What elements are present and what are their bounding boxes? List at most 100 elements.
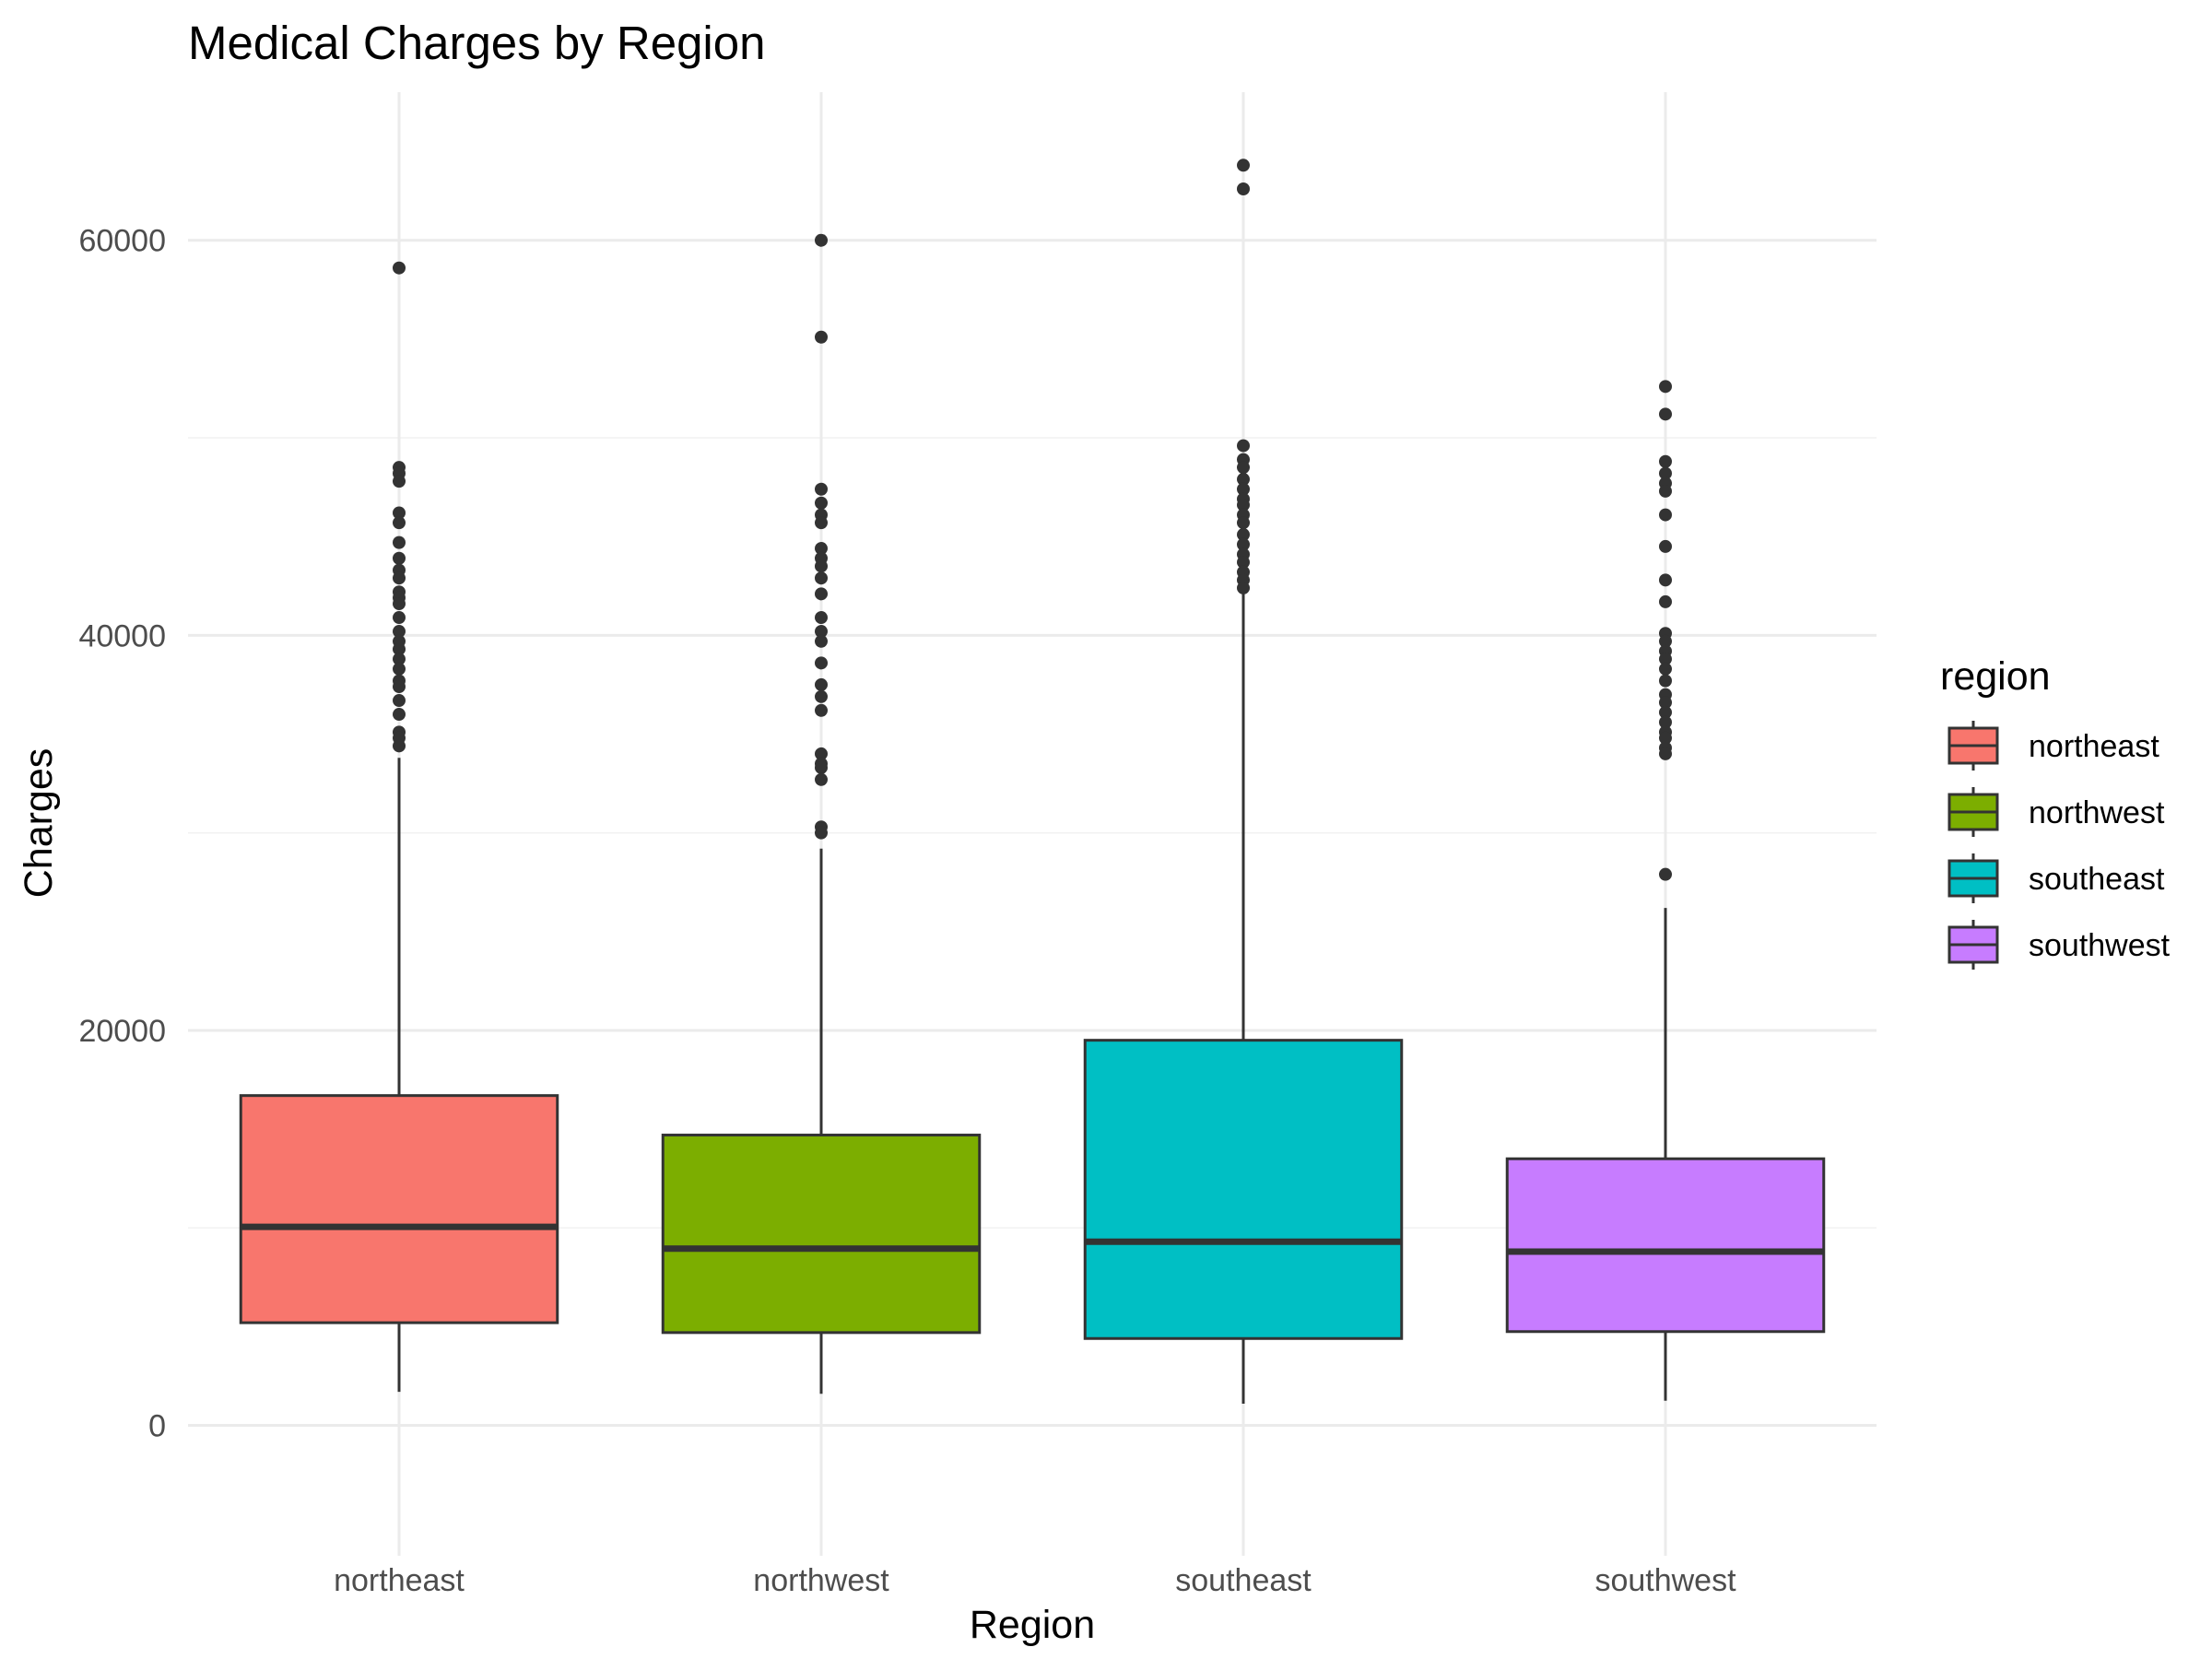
outlier-point	[1659, 407, 1672, 421]
x-tick-label: southwest	[1594, 1563, 1736, 1598]
outlier-point	[1237, 182, 1250, 196]
legend-item-southwest: southwest	[1947, 920, 2171, 970]
outlier-point	[1659, 715, 1672, 729]
outlier-point	[1237, 528, 1250, 542]
y-tick-label: 20000	[78, 1014, 166, 1049]
outlier-point	[1237, 556, 1250, 570]
outlier-point	[393, 516, 406, 530]
outlier-point	[815, 760, 828, 774]
outlier-point	[1659, 466, 1672, 480]
outlier-point	[815, 482, 828, 496]
outlier-point	[1237, 473, 1250, 487]
outlier-point	[1659, 508, 1672, 522]
outlier-point	[1659, 539, 1672, 553]
outlier-point	[815, 772, 828, 786]
outlier-point	[815, 516, 828, 530]
outlier-point	[1237, 537, 1250, 551]
outlier-point	[1659, 380, 1672, 394]
outlier-point	[815, 559, 828, 573]
legend-item-southeast: southeast	[1947, 853, 2165, 903]
y-axis-title: Charges	[17, 748, 61, 899]
box-group-southeast	[1083, 159, 1404, 1404]
outlier-point	[1659, 662, 1672, 676]
outlier-point	[1659, 573, 1672, 587]
outlier-point	[815, 634, 828, 648]
outlier-point	[815, 677, 828, 691]
tick-layer: 0 20000 40000 60000 northeast northwest southe…	[78, 224, 1736, 1598]
outlier-point	[1659, 696, 1672, 710]
outlier-point	[393, 475, 406, 488]
grid-layer	[188, 92, 1877, 1556]
y-tick-label: 40000	[78, 618, 166, 653]
outlier-point	[815, 233, 828, 247]
legend-item-northwest: northwest	[1947, 787, 2165, 837]
x-tick-label: northwest	[753, 1563, 889, 1598]
outlier-point	[1659, 594, 1672, 608]
outlier-point	[393, 739, 406, 753]
outlier-point	[815, 542, 828, 556]
box-group-southwest	[1505, 380, 1826, 1401]
y-tick-label: 0	[148, 1409, 166, 1444]
outlier-point	[393, 597, 406, 611]
x-tick-label: northeast	[334, 1563, 465, 1598]
outlier-point	[393, 694, 406, 708]
outlier-point	[815, 330, 828, 344]
outlier-point	[815, 703, 828, 717]
outlier-point	[815, 826, 828, 840]
outlier-point	[815, 625, 828, 639]
outlier-point	[393, 625, 406, 639]
outlier-point	[1659, 674, 1672, 688]
chart-title: Medical Charges by Region	[188, 17, 766, 69]
y-tick-label: 60000	[78, 224, 166, 259]
outlier-point	[393, 653, 406, 666]
outlier-point	[815, 587, 828, 601]
outlier-point	[393, 261, 406, 275]
legend: northeast northwest southeast southwest	[1947, 721, 2171, 970]
outlier-point	[815, 496, 828, 510]
box-northeast	[239, 1094, 559, 1324]
outlier-point	[1659, 731, 1672, 745]
outlier-point	[1237, 482, 1250, 496]
legend-label: northwest	[2029, 795, 2165, 830]
outlier-point	[393, 551, 406, 565]
outlier-point	[1237, 516, 1250, 530]
outlier-point	[1659, 484, 1672, 498]
outlier-point	[393, 708, 406, 722]
box-layer	[239, 159, 1826, 1404]
legend-label: northeast	[2029, 729, 2159, 764]
outlier-point	[1659, 454, 1672, 468]
x-tick-label: southeast	[1175, 1563, 1312, 1598]
outlier-point	[393, 506, 406, 520]
legend-label: southwest	[2029, 928, 2171, 963]
outlier-point	[815, 611, 828, 625]
outlier-point	[1659, 747, 1672, 760]
legend-label: southeast	[2029, 862, 2165, 897]
box-southeast	[1083, 1039, 1404, 1340]
box-group-northeast	[239, 261, 559, 1393]
outlier-point	[393, 642, 406, 656]
outlier-point	[1659, 634, 1672, 648]
outlier-point	[1659, 653, 1672, 666]
outlier-point	[815, 571, 828, 585]
box-southwest	[1505, 1157, 1826, 1334]
outlier-point	[1237, 159, 1250, 172]
outlier-point	[1237, 439, 1250, 453]
outlier-point	[393, 680, 406, 694]
outlier-point	[815, 747, 828, 760]
box-northwest	[661, 1134, 982, 1335]
outlier-point	[815, 689, 828, 703]
outlier-point	[1237, 581, 1250, 594]
legend-item-northeast: northeast	[1947, 721, 2159, 771]
outlier-point	[1237, 498, 1250, 512]
outlier-point	[815, 656, 828, 670]
outlier-point	[1237, 461, 1250, 475]
outlier-point	[393, 535, 406, 549]
x-axis-title: Region	[970, 1603, 1095, 1647]
outlier-point	[393, 571, 406, 585]
outlier-point	[1659, 867, 1672, 881]
outlier-point	[393, 611, 406, 625]
outlier-point	[393, 662, 406, 676]
legend-title: region	[1940, 654, 2051, 699]
